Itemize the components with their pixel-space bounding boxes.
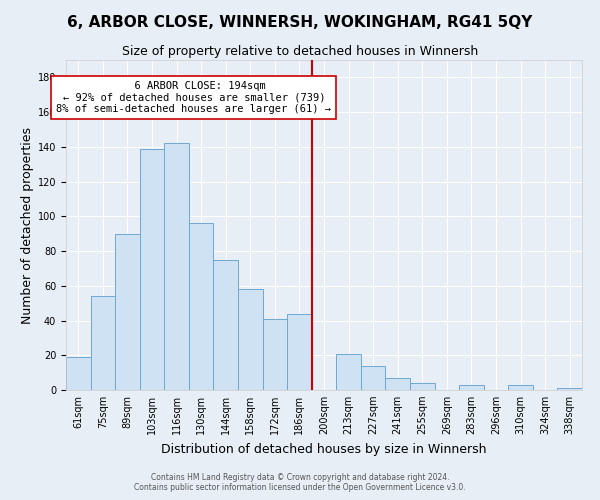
Bar [508,385,533,390]
Bar [385,378,410,390]
Bar [115,234,140,390]
Bar [164,144,189,390]
Bar [557,388,582,390]
Text: 6, ARBOR CLOSE, WINNERSH, WOKINGHAM, RG41 5QY: 6, ARBOR CLOSE, WINNERSH, WOKINGHAM, RG4… [67,15,533,30]
Bar [361,366,385,390]
Y-axis label: Number of detached properties: Number of detached properties [20,126,34,324]
Text: 6 ARBOR CLOSE: 194sqm
← 92% of detached houses are smaller (739)
8% of semi-deta: 6 ARBOR CLOSE: 194sqm ← 92% of detached … [56,81,331,114]
Bar [140,148,164,390]
Bar [66,357,91,390]
Bar [91,296,115,390]
Bar [287,314,312,390]
Text: Contains HM Land Registry data © Crown copyright and database right 2024.
Contai: Contains HM Land Registry data © Crown c… [134,473,466,492]
Bar [263,319,287,390]
Bar [336,354,361,390]
X-axis label: Distribution of detached houses by size in Winnersh: Distribution of detached houses by size … [161,442,487,456]
Text: Size of property relative to detached houses in Winnersh: Size of property relative to detached ho… [122,45,478,58]
Bar [410,383,434,390]
Bar [459,385,484,390]
Bar [238,290,263,390]
Bar [214,260,238,390]
Bar [189,224,214,390]
